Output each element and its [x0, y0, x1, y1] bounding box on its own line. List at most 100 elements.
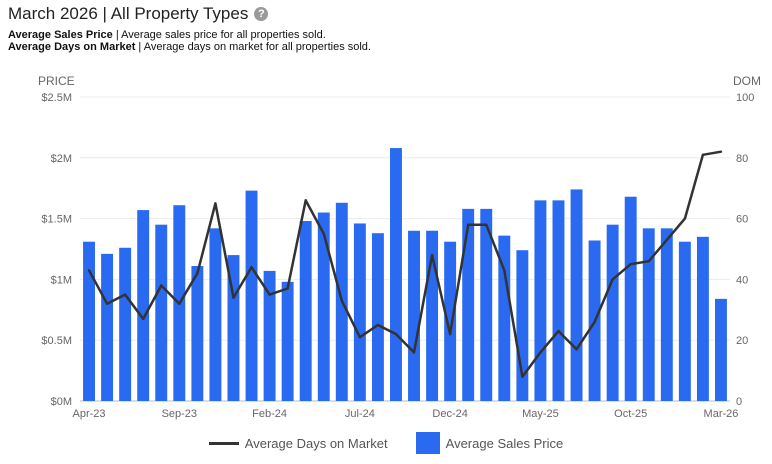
dom-point	[593, 320, 596, 324]
bar	[209, 228, 222, 401]
dom-point	[250, 266, 253, 269]
dom-line	[87, 150, 722, 378]
left-tick-label: $0.5M	[41, 335, 72, 347]
bar	[552, 200, 565, 401]
dom-point	[485, 223, 488, 226]
question-circle-icon[interactable]: ?	[254, 7, 269, 21]
bar	[245, 190, 258, 401]
description-line: Average Sales Price | Average sales pric…	[8, 29, 326, 41]
bar	[119, 247, 132, 401]
dom-point	[214, 202, 217, 205]
dom-point	[178, 302, 181, 305]
bar	[137, 210, 150, 401]
x-tick-label: May-25	[522, 408, 559, 420]
description-term: Average Sales Price	[8, 29, 113, 41]
legend-label: Average Sales Price	[445, 435, 564, 451]
bar	[444, 241, 457, 401]
bar	[715, 298, 727, 401]
x-tick-label: Feb-24	[252, 408, 287, 420]
dom-point	[683, 217, 687, 220]
dom-point	[629, 263, 632, 266]
dom-point	[448, 332, 452, 336]
left-tick-label: $0M	[51, 396, 72, 408]
description-term: Average Days on Market	[8, 41, 136, 53]
dom-point	[160, 284, 163, 287]
dom-point	[358, 335, 362, 339]
bar	[281, 281, 294, 401]
right-axis-title: DOM	[733, 74, 761, 88]
bar	[191, 266, 204, 401]
combo-chart: PRICE DOM $0M $0.5M $1M $1.5M $2M $2.5M 0 20 40…	[38, 74, 761, 420]
right-tick-label: 40	[736, 274, 748, 286]
bar	[696, 236, 709, 401]
bar	[642, 228, 655, 401]
bar-series	[83, 148, 727, 401]
bar	[317, 212, 330, 401]
bar	[390, 148, 402, 401]
right-tick-label: 80	[736, 153, 748, 165]
dom-point	[611, 278, 614, 281]
bar	[570, 189, 583, 401]
bar-swatch	[415, 432, 440, 454]
right-tick-label: 100	[736, 92, 754, 104]
title-row: March 2026 | All Property Types ?	[8, 4, 269, 24]
x-tick-label: Apr-23	[73, 408, 106, 420]
bar	[462, 208, 475, 401]
left-tick-label: $2.5M	[41, 92, 72, 104]
bar	[678, 241, 691, 401]
dom-point	[141, 317, 145, 321]
dom-point	[268, 293, 271, 296]
left-tick-label: $1.5M	[41, 214, 72, 226]
dom-point	[232, 296, 235, 299]
bar	[299, 221, 312, 401]
x-tick-label: Sep-23	[162, 408, 197, 420]
dom-point	[575, 348, 578, 351]
dom-point	[539, 351, 542, 354]
legend: Average Days on Market Average Sales Pri…	[0, 432, 772, 454]
x-tick-label: Oct-25	[614, 408, 647, 420]
bar	[227, 255, 240, 401]
bar	[155, 224, 168, 401]
dom-point	[322, 232, 325, 235]
bar	[660, 228, 673, 401]
x-axis-ticks: Apr-23 Sep-23 Feb-24 Jul-24 Dec-24 May-25 Oct-…	[73, 408, 739, 420]
left-tick-label: $2M	[51, 153, 72, 165]
dom-point	[719, 150, 723, 153]
bar	[606, 224, 619, 401]
dom-point	[412, 351, 416, 354]
dom-point	[466, 223, 470, 226]
dom-point	[665, 238, 669, 242]
right-tick-label: 60	[736, 214, 748, 226]
bar	[83, 241, 95, 401]
bar	[408, 230, 420, 401]
bar	[426, 230, 439, 401]
line-swatch	[208, 441, 239, 445]
dom-point	[394, 332, 398, 336]
dom-point	[340, 299, 344, 302]
dom-point	[701, 153, 705, 156]
right-tick-label: 20	[736, 335, 748, 347]
dom-point	[503, 269, 506, 272]
right-axis-ticks: 0 20 40 60 80 100	[736, 92, 754, 408]
left-axis-ticks: $0M $0.5M $1M $1.5M $2M $2.5M	[41, 92, 72, 408]
dom-point	[87, 269, 91, 272]
bar	[480, 208, 493, 401]
bar	[353, 223, 366, 401]
legend-item-dom[interactable]: Average Days on Market	[208, 436, 388, 451]
dom-point	[123, 293, 127, 296]
x-tick-label: Mar-26	[704, 408, 739, 420]
gridlines	[80, 96, 730, 402]
dom-point	[647, 259, 650, 263]
bar	[534, 200, 547, 401]
dom-point	[105, 302, 109, 305]
dom-point	[304, 199, 307, 202]
page-title: March 2026 | All Property Types	[8, 4, 249, 23]
dom-point	[430, 253, 434, 257]
bar	[101, 253, 114, 401]
left-tick-label: $1M	[51, 274, 72, 286]
legend-item-price[interactable]: Average Sales Price	[415, 432, 564, 454]
bar	[624, 196, 637, 401]
dom-point	[196, 272, 199, 275]
bar	[516, 250, 529, 401]
dom-point	[286, 287, 289, 290]
